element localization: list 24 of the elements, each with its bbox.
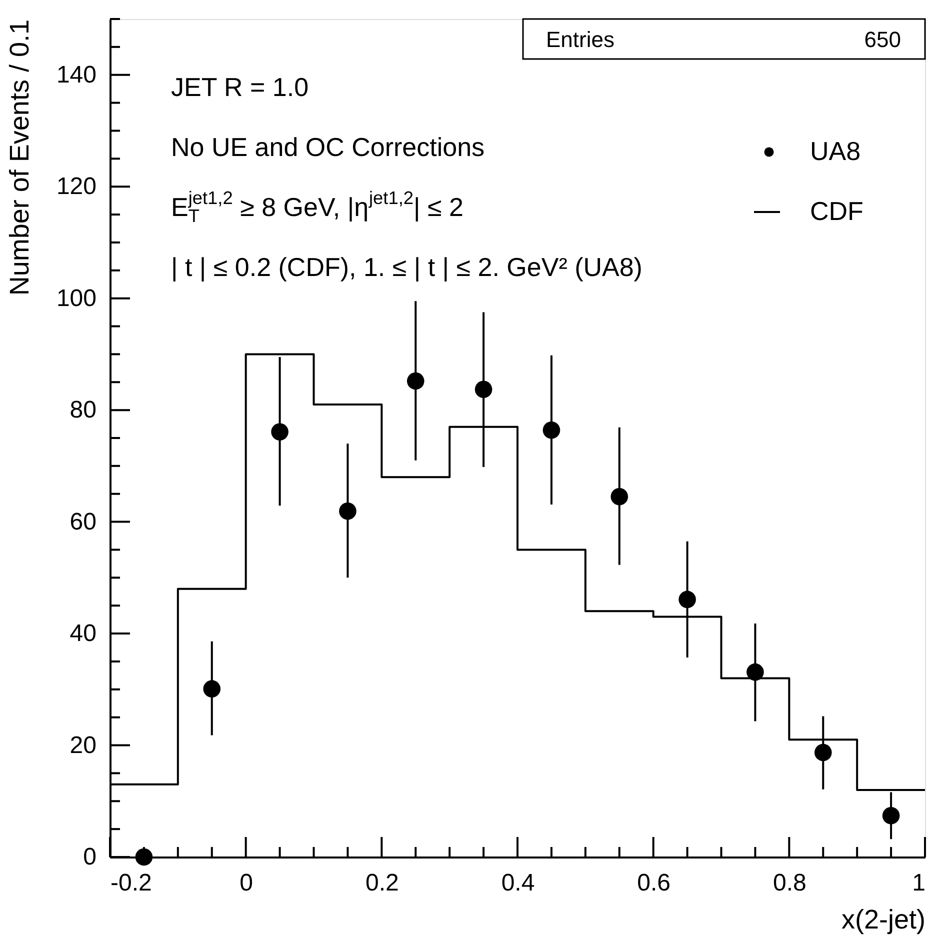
y-tick-label: 0 bbox=[83, 844, 96, 870]
y-tick-label: 120 bbox=[56, 173, 96, 200]
y-axis-title: Number of Events / 0.1 bbox=[4, 20, 34, 296]
y-tick-label: 20 bbox=[70, 732, 96, 759]
x-tick-label: 0.8 bbox=[772, 870, 806, 896]
legend-label: UA8 bbox=[810, 136, 861, 166]
y-tick-label: 60 bbox=[70, 508, 96, 536]
x-tick-label: 1 bbox=[912, 870, 926, 896]
y-tick-label: 80 bbox=[70, 396, 96, 424]
x-tick-label: 0.2 bbox=[365, 870, 399, 896]
x-tick-label: 0 bbox=[240, 870, 254, 896]
y-tick-label: 100 bbox=[56, 284, 96, 312]
annotation: No UE and OC Corrections bbox=[171, 132, 485, 162]
x-axis-title: x(2-jet) bbox=[841, 904, 926, 934]
legend-label: CDF bbox=[810, 196, 864, 226]
y-tick-label: 140 bbox=[56, 61, 96, 88]
annotation: 650 bbox=[864, 27, 901, 52]
annotation: JET R = 1.0 bbox=[171, 72, 309, 102]
annotation: | t | ≤ 0.2 (CDF), 1. ≤ | t | ≤ 2. GeV² (UA8) bbox=[171, 252, 642, 282]
x-tick-label: -0.2 bbox=[110, 870, 152, 896]
y-tick-label: 40 bbox=[70, 620, 96, 648]
annotation: Entries bbox=[546, 27, 614, 52]
x-tick-label: 0.6 bbox=[637, 870, 671, 896]
x-tick-label: 0.4 bbox=[501, 870, 535, 896]
